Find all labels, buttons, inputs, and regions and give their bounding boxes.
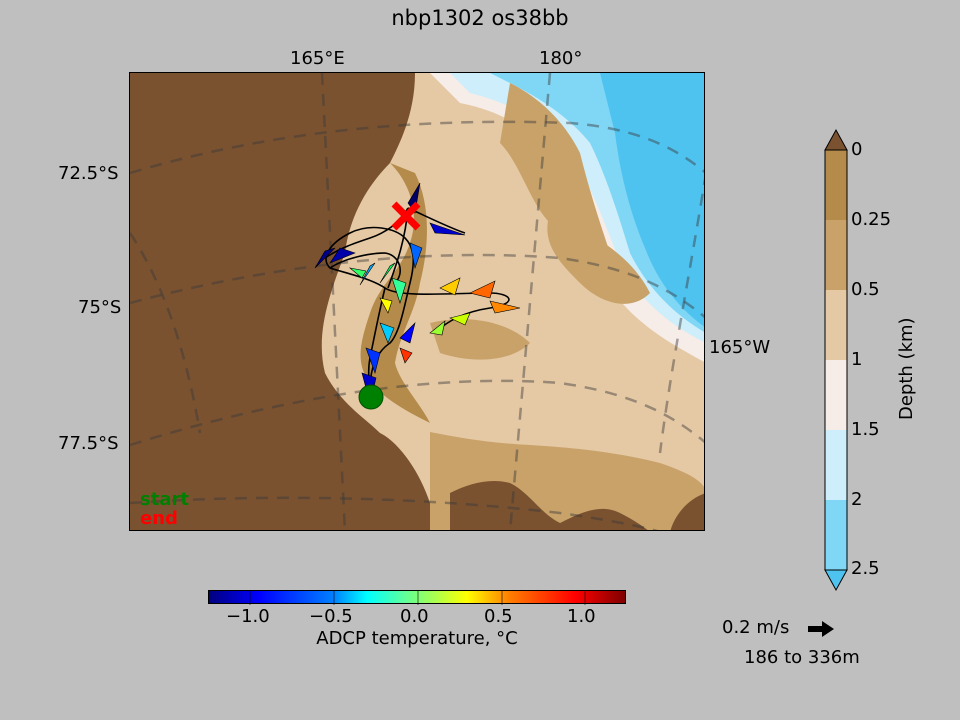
depth-band-1.5-2	[825, 430, 847, 500]
depth-tick-0-5: 0.5	[851, 279, 880, 300]
depth-colorbar	[824, 128, 848, 592]
vector-arrow	[314, 247, 336, 269]
vector-arrow	[449, 312, 471, 326]
parallel-72-5	[130, 120, 704, 175]
temperature-colorbar-label: ADCP temperature, °C	[316, 628, 518, 649]
depth-colorbar-bottom-extend	[824, 569, 848, 592]
depth-band-1-1.5	[825, 360, 847, 430]
bathymetry-map	[130, 73, 704, 530]
vector-arrow	[329, 247, 356, 264]
vector-arrow	[409, 242, 423, 270]
parallel-75	[130, 253, 704, 318]
deep-region-dark	[600, 73, 704, 327]
depth-tick-2-5: 2.5	[851, 558, 880, 579]
temp-tick-0-5: 0.5	[484, 606, 513, 627]
vector-arrow	[348, 267, 367, 279]
depth-tick-0: 0	[851, 139, 863, 160]
meridian-east	[658, 177, 704, 454]
temp-tick-minus-0-5: −0.5	[309, 606, 353, 627]
meridian-180	[508, 73, 552, 530]
lat-tick-75s: 75°S	[78, 297, 122, 318]
meridian-west	[130, 232, 202, 434]
vector-arrow	[379, 262, 396, 284]
vector-arrow	[429, 222, 466, 236]
temp-tick-0: 0.0	[400, 606, 429, 627]
temp-tick-minus-1: −1.0	[226, 606, 270, 627]
depth-colorbar-top-extend	[824, 128, 848, 151]
land-region	[130, 73, 449, 530]
temperature-colorbar-ticks	[249, 591, 586, 605]
vector-arrow	[489, 300, 521, 314]
depth-tick-1: 1	[851, 349, 863, 370]
depth-band-2-2.5	[825, 500, 847, 570]
vector-arrow	[399, 347, 413, 364]
graticule	[130, 73, 704, 530]
vector-arrow	[391, 277, 407, 305]
depth-band-0.5-1	[825, 290, 847, 360]
vector-arrow	[469, 280, 496, 299]
map-panel[interactable]	[129, 72, 705, 531]
vector-arrow	[379, 297, 393, 314]
vector-arrow	[429, 320, 446, 336]
depth-tick-2: 2	[851, 489, 863, 510]
depth-range-label: 186 to 336m	[744, 647, 860, 668]
depth-tick-0-25: 0.25	[851, 209, 892, 230]
map-title: nbp1302 os38bb	[391, 6, 569, 30]
vector-arrow	[359, 262, 376, 286]
end-label: end	[140, 508, 178, 529]
start-label: start	[140, 489, 189, 510]
lat-tick-72-5s: 72.5°S	[58, 163, 119, 184]
lon-tick-165w: 165°W	[709, 337, 771, 358]
meridian-165e	[320, 73, 347, 530]
scale-speed-label: 0.2 m/s	[722, 617, 790, 638]
lon-tick-165e: 165°E	[290, 48, 345, 69]
vector-arrow	[379, 322, 395, 344]
depth-band-0-0.25	[825, 150, 847, 220]
start-marker	[358, 384, 384, 410]
end-marker-stroke-2	[391, 201, 421, 231]
bank-region-1	[500, 83, 610, 256]
temperature-colorbar	[208, 590, 626, 605]
lat-tick-77-5s: 77.5°S	[58, 433, 119, 454]
vector-arrow	[365, 347, 381, 375]
southern-land-east	[670, 493, 704, 530]
depth-tick-1-5: 1.5	[851, 419, 880, 440]
southern-land	[450, 481, 648, 530]
vector-arrow	[399, 322, 416, 344]
track-segment-4	[329, 252, 401, 284]
parallel-77-5	[130, 379, 704, 447]
temp-tick-1: 1.0	[567, 606, 596, 627]
bank-region-3	[430, 319, 530, 360]
vector-arrow	[439, 277, 461, 296]
scale-arrow-icon	[808, 621, 834, 637]
depth-colorbar-label: Depth (km)	[896, 317, 917, 420]
parallel-80	[130, 496, 659, 530]
lon-tick-180: 180°	[539, 48, 583, 69]
bank-region-2	[547, 213, 650, 304]
depth-band-0.25-0.5	[825, 220, 847, 290]
end-marker	[391, 201, 421, 231]
